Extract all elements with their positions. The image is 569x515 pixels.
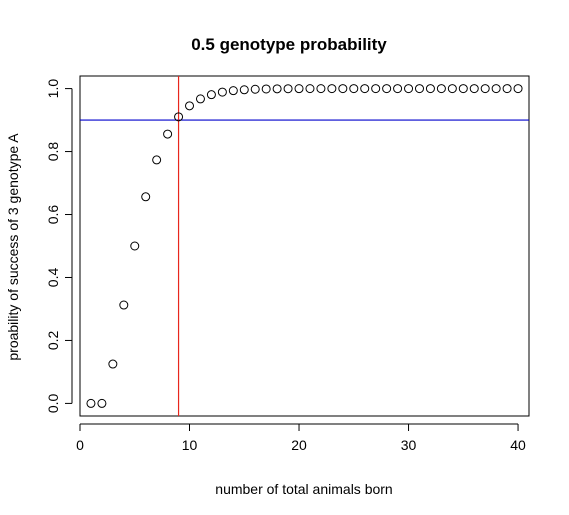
y-tick-label: 0.6	[45, 205, 61, 225]
data-point	[206, 90, 216, 100]
data-point	[404, 84, 414, 94]
data-point	[513, 84, 523, 94]
x-tick-label: 10	[182, 437, 198, 453]
data-point	[283, 84, 293, 94]
data-point	[195, 94, 205, 104]
x-axis-label: number of total animals born	[215, 481, 392, 497]
y-tick-label: 1.0	[45, 79, 61, 99]
data-point	[469, 84, 479, 94]
data-point	[491, 84, 501, 94]
data-point	[327, 84, 337, 94]
y-tick-label: 0.2	[45, 331, 61, 351]
data-point	[228, 86, 238, 96]
data-point	[294, 84, 304, 94]
data-point	[163, 129, 173, 139]
data-point	[250, 84, 260, 94]
plot-frame	[79, 75, 530, 417]
data-point	[414, 84, 424, 94]
data-point	[480, 84, 490, 94]
data-point	[305, 84, 315, 94]
data-point	[425, 84, 435, 94]
data-point	[130, 241, 140, 251]
y-axis: 0.0 0.2 0.4 0.6 0.8 1.0	[45, 79, 73, 413]
data-point	[360, 84, 370, 94]
x-tick-label: 30	[401, 437, 417, 453]
data-point	[272, 84, 282, 94]
data-point	[458, 84, 468, 94]
data-point	[217, 87, 227, 97]
y-axis-label: proability of success of 3 genotype A	[5, 133, 21, 361]
data-point	[239, 85, 249, 95]
chart-title: 0.5 genotype probability	[191, 35, 387, 54]
data-point	[436, 84, 446, 94]
x-tick-label: 20	[291, 437, 307, 453]
data-point	[174, 112, 184, 122]
y-tick-label: 0.0	[45, 393, 61, 413]
data-point	[119, 300, 129, 310]
data-point	[86, 398, 96, 408]
data-point	[502, 84, 512, 94]
data-point	[261, 84, 271, 94]
data-point	[97, 398, 107, 408]
data-point	[338, 84, 348, 94]
y-tick-label: 0.8	[45, 142, 61, 162]
data-point	[108, 359, 118, 369]
x-tick-label: 40	[510, 437, 526, 453]
x-tick-label: 0	[76, 437, 84, 453]
data-point	[371, 84, 381, 94]
y-tick-label: 0.4	[45, 268, 61, 288]
data-point	[447, 84, 457, 94]
data-point	[141, 192, 151, 202]
x-axis: 0 10 20 30 40	[76, 423, 526, 453]
data-point	[349, 84, 359, 94]
data-point	[393, 84, 403, 94]
data-point	[316, 84, 326, 94]
data-point	[152, 155, 162, 165]
data-point	[382, 84, 392, 94]
data-point	[185, 101, 195, 111]
